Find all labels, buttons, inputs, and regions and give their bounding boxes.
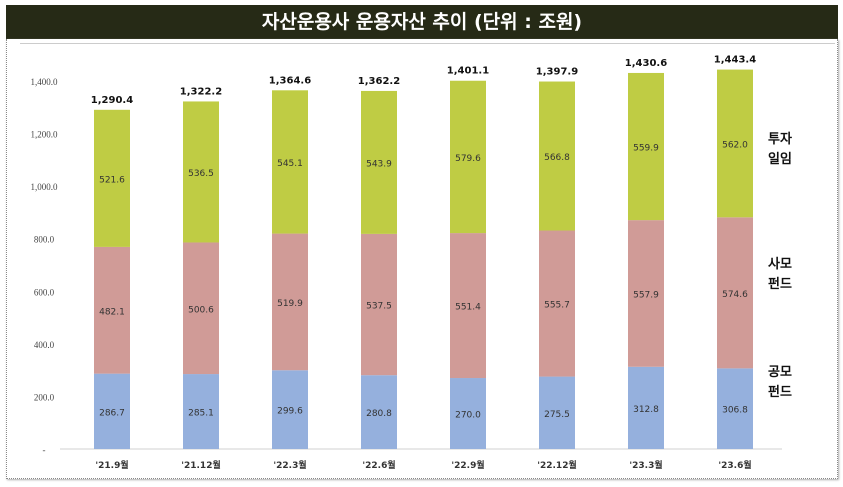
x-tick-label: '23.3월 xyxy=(629,459,662,471)
bar-segment xyxy=(628,366,664,449)
data-label: 312.8 xyxy=(633,405,659,415)
bar-segment xyxy=(450,80,486,234)
x-tick-label: '21.9월 xyxy=(95,459,128,471)
bar-segment xyxy=(450,378,486,449)
data-label: 579.6 xyxy=(455,154,481,164)
data-label: 551.4 xyxy=(455,303,481,313)
chart-frame xyxy=(6,39,838,479)
x-tick-label: '22.3월 xyxy=(273,459,306,471)
legend-label: 펀드 xyxy=(768,385,792,400)
chart-title: 자산운용사 운용자산 추이 (단위 : 조원) xyxy=(6,5,838,39)
total-label: 1,290.4 xyxy=(91,95,133,106)
total-label: 1,443.4 xyxy=(714,55,756,66)
total-label: 1,401.1 xyxy=(447,66,489,77)
bar-segment xyxy=(94,246,130,374)
y-tick-label: 600.0 xyxy=(34,287,55,297)
data-label: 285.1 xyxy=(188,409,214,419)
bar-segment xyxy=(183,101,219,243)
bar-segment xyxy=(539,376,575,449)
bar-segment xyxy=(361,375,397,449)
bar-segment xyxy=(361,90,397,234)
bar-segment xyxy=(183,374,219,449)
total-label: 1,322.2 xyxy=(180,86,222,97)
divider xyxy=(20,43,835,44)
data-label: 306.8 xyxy=(722,406,748,416)
data-label: 280.8 xyxy=(366,409,392,419)
total-label: 1,430.6 xyxy=(625,58,667,69)
y-tick-label: 1,400.0 xyxy=(31,77,59,87)
bar-segment xyxy=(272,233,308,371)
y-tick-label: - xyxy=(43,445,46,455)
bar-segment xyxy=(272,370,308,449)
y-tick-label: 800.0 xyxy=(34,235,55,245)
data-label: 519.9 xyxy=(277,299,303,309)
bar-segment xyxy=(717,69,753,218)
total-label: 1,364.6 xyxy=(269,75,311,86)
bar-segment xyxy=(94,109,130,247)
data-label: 299.6 xyxy=(277,407,303,417)
bar-segment xyxy=(539,230,575,377)
total-label: 1,397.9 xyxy=(536,67,578,78)
bar-segment xyxy=(717,217,753,369)
data-label: 275.5 xyxy=(544,410,570,420)
data-label: 521.6 xyxy=(99,175,125,185)
data-label: 545.1 xyxy=(277,159,303,169)
bar-segment xyxy=(183,242,219,375)
data-label: 559.9 xyxy=(633,144,659,154)
y-tick-label: 200.0 xyxy=(34,392,55,402)
x-tick-label: '22.12월 xyxy=(537,459,577,471)
bar-segment xyxy=(272,90,308,234)
bar-segment xyxy=(628,72,664,221)
x-tick-label: '22.6월 xyxy=(362,459,395,471)
legend-label: 투자 xyxy=(768,132,792,147)
data-label: 557.9 xyxy=(633,290,659,300)
y-tick-label: 400.0 xyxy=(34,340,55,350)
x-tick-label: '23.6월 xyxy=(718,459,751,471)
y-tick-label: 1,200.0 xyxy=(31,130,59,140)
legend-label: 사모 xyxy=(768,257,792,272)
data-label: 574.6 xyxy=(722,290,748,300)
y-tick-label: 1,000.0 xyxy=(31,182,59,192)
bar-segment xyxy=(94,373,130,449)
data-label: 500.6 xyxy=(188,305,214,315)
data-label: 286.7 xyxy=(99,408,125,418)
total-label: 1,362.2 xyxy=(358,76,400,87)
data-label: 555.7 xyxy=(544,301,570,311)
data-label: 543.9 xyxy=(366,159,392,169)
data-label: 270.0 xyxy=(455,411,481,421)
legend-investment-advisory: 투자 일임 xyxy=(768,130,792,170)
legend-label: 공모 xyxy=(768,365,792,380)
bar-segment xyxy=(628,220,664,367)
legend-label: 펀드 xyxy=(768,277,792,292)
data-label: 536.5 xyxy=(188,169,214,179)
legend-private-fund: 사모 펀드 xyxy=(768,255,792,295)
x-tick-label: '21.12월 xyxy=(181,459,221,471)
data-label: 482.1 xyxy=(99,307,125,317)
bar-segment xyxy=(539,81,575,231)
data-label: 537.5 xyxy=(366,302,392,312)
x-tick-label: '22.9월 xyxy=(451,459,484,471)
legend-label: 일임 xyxy=(768,152,792,167)
bar-segment xyxy=(361,233,397,376)
data-label: 562.0 xyxy=(722,140,748,150)
bar-segment xyxy=(450,233,486,379)
bar-segment xyxy=(717,368,753,449)
data-label: 566.8 xyxy=(544,153,570,163)
legend-public-fund: 공모 펀드 xyxy=(768,363,792,403)
